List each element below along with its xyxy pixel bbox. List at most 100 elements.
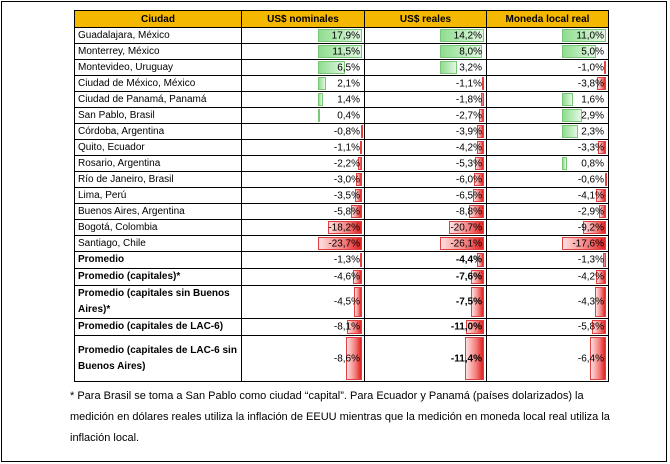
data-bar <box>562 109 582 122</box>
data-bar <box>440 29 484 42</box>
value-label: 2,1% <box>337 78 360 89</box>
data-bar <box>357 157 362 170</box>
value-label: 1,4% <box>337 94 360 105</box>
value-cell: -3,5% <box>241 187 365 204</box>
data-bar <box>595 189 606 202</box>
data-bar <box>562 157 568 170</box>
value-cell: -2,7% <box>364 107 487 124</box>
value-label: -4,2% <box>455 142 482 153</box>
value-cell: -8,6% <box>241 335 365 382</box>
value-cell: -23,7% <box>241 235 365 252</box>
value-cell: -9,2% <box>486 219 609 236</box>
city-cell: Promedio (capitales)* <box>74 268 242 286</box>
value-cell: -4,2% <box>486 268 609 286</box>
value-label: -6,5% <box>455 190 482 201</box>
value-label: -5,8% <box>577 321 604 333</box>
table-row: Monterrey, México 11,5% 8,0% 5,0% <box>74 43 609 60</box>
data-bar <box>604 173 607 186</box>
data-bar <box>591 320 606 334</box>
value-label: 8,0% <box>459 46 482 57</box>
data-bar <box>562 237 606 250</box>
summary-row: Promedio -1,3% -4,4% -1,3% <box>74 251 609 269</box>
data-bar <box>598 205 606 218</box>
table-row: Rosario, Argentina -2,2% -5,3% 0,8% <box>74 155 609 172</box>
value-cell: -18,2% <box>241 219 365 236</box>
value-label: -4,2% <box>577 271 604 283</box>
value-cell: -1,3% <box>241 251 365 269</box>
value-cell: -1,1% <box>364 75 487 92</box>
value-label: -1,0% <box>577 62 604 73</box>
table-row: Quito, Ecuador -1,1% -4,2% -3,3% <box>74 139 609 156</box>
data-bar <box>562 45 596 58</box>
city-cell: Lima, Perú <box>74 187 242 204</box>
footnote: * Para Brasil se toma a San Pablo como c… <box>70 390 610 444</box>
value-cell: 2,1% <box>241 75 365 92</box>
data-bar <box>317 77 327 90</box>
city-cell: Córdoba, Argentina <box>74 123 242 140</box>
table-body: Guadalajara, México 17,9% 14,2% 11,0% Monter… <box>74 27 609 382</box>
value-cell: -3,0% <box>241 171 365 188</box>
value-label: -5,3% <box>455 158 482 169</box>
value-cell: -26,1% <box>364 235 487 252</box>
value-label: 2,9% <box>581 110 604 121</box>
value-label: -1,8% <box>455 94 482 105</box>
header-ciudad: Ciudad <box>74 10 242 28</box>
data-bar <box>583 221 606 234</box>
data-bar <box>440 237 484 250</box>
city-cell: Rosario, Argentina <box>74 155 242 172</box>
table-row: Río de Janeiro, Brasil -3,0% -6,0% -0,6% <box>74 171 609 188</box>
data-bar <box>596 77 606 90</box>
value-label: -1,1% <box>333 142 360 153</box>
value-cell: 3,2% <box>364 59 487 76</box>
header-moneda-local-real: Moneda local real <box>486 10 609 28</box>
value-label: -7,6% <box>455 271 482 283</box>
data-bar <box>346 320 362 334</box>
value-cell: -3,9% <box>364 123 487 140</box>
value-cell: 1,4% <box>241 91 365 108</box>
value-cell: -0,8% <box>241 123 365 140</box>
value-label: -3,3% <box>577 142 604 153</box>
value-label: -3,9% <box>455 126 482 137</box>
table-row: Ciudad de México, México 2,1% -1,1% -3,8% <box>74 75 609 92</box>
value-cell: 2,3% <box>486 123 609 140</box>
data-bar <box>471 270 484 284</box>
value-cell: -4,2% <box>364 139 487 156</box>
value-cell: 11,0% <box>486 27 609 44</box>
value-cell: -4,1% <box>486 187 609 204</box>
city-cell: Montevideo, Uruguay <box>74 59 242 76</box>
city-cell: Bogotá, Colombia <box>74 219 242 236</box>
header-usd-nominales: US$ nominales <box>241 10 365 28</box>
value-cell: -3,3% <box>486 139 609 156</box>
data-bar <box>317 109 320 122</box>
data-bar <box>360 125 363 138</box>
data-bar <box>346 337 362 380</box>
data-bar <box>328 221 362 234</box>
data-bar <box>440 61 457 74</box>
value-label: -17,6% <box>572 238 604 249</box>
data-bar <box>476 253 484 267</box>
table-row: Guadalajara, México 17,9% 14,2% 11,0% <box>74 27 609 44</box>
value-cell: -1,1% <box>241 139 365 156</box>
data-bar <box>597 141 606 154</box>
value-label: -6,0% <box>455 174 482 185</box>
data-bar <box>356 173 362 186</box>
data-bar <box>562 125 578 138</box>
value-label: -18,2% <box>328 222 360 233</box>
city-cell: Promedio (capitales sin Buenos Aires)* <box>74 285 242 319</box>
value-label: -26,1% <box>450 238 482 249</box>
data-bar <box>562 29 606 42</box>
value-cell: -5,8% <box>486 318 609 336</box>
value-label: 3,2% <box>459 62 482 73</box>
value-cell: -2,2% <box>241 155 365 172</box>
city-cell: Río de Janeiro, Brasil <box>74 171 242 188</box>
value-cell: -6,4% <box>486 335 609 382</box>
value-cell: 2,9% <box>486 107 609 124</box>
header-usd-reales: US$ reales <box>364 10 487 28</box>
data-bar <box>473 173 484 186</box>
value-cell: 5,0% <box>486 43 609 60</box>
data-bar <box>471 287 484 317</box>
value-cell: -7,5% <box>364 285 487 319</box>
value-label: -23,7% <box>328 238 360 249</box>
value-cell: -5,8% <box>241 203 365 220</box>
